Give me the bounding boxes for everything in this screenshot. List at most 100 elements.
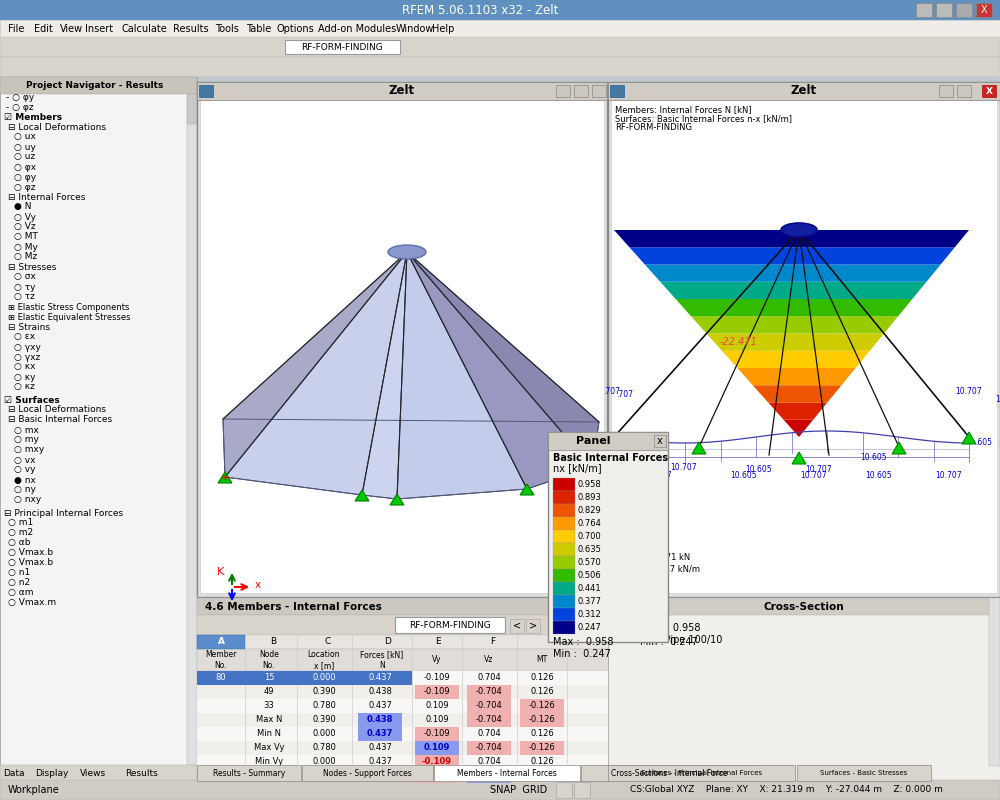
Text: 0.438: 0.438 [367, 715, 393, 725]
Text: 0.506: 0.506 [578, 571, 602, 580]
FancyBboxPatch shape [197, 755, 615, 769]
FancyBboxPatch shape [197, 769, 615, 783]
FancyBboxPatch shape [982, 85, 996, 97]
Polygon shape [706, 334, 884, 350]
FancyBboxPatch shape [553, 556, 575, 569]
Text: -0.126: -0.126 [529, 743, 555, 753]
FancyBboxPatch shape [608, 765, 795, 781]
Text: ○ My: ○ My [14, 242, 38, 251]
Text: 0.780: 0.780 [312, 702, 336, 710]
Text: ○ Vmax.m: ○ Vmax.m [8, 598, 56, 607]
Text: 0.126: 0.126 [530, 758, 554, 766]
Text: 0.126: 0.126 [530, 730, 554, 738]
Polygon shape [407, 252, 592, 489]
Text: Members - Internal Forces: Members - Internal Forces [457, 769, 557, 778]
Text: Max N: Max N [256, 715, 282, 725]
Text: 0.247: 0.247 [578, 623, 602, 632]
FancyBboxPatch shape [197, 598, 1000, 615]
Text: -0.109: -0.109 [424, 687, 450, 697]
FancyBboxPatch shape [608, 82, 1000, 100]
Text: ⊞ Elastic Stress Components: ⊞ Elastic Stress Components [8, 302, 129, 311]
FancyBboxPatch shape [510, 619, 524, 633]
Text: 80: 80 [216, 674, 226, 682]
Text: Min :  0.247: Min : 0.247 [640, 637, 698, 647]
Text: 0.437: 0.437 [368, 758, 392, 766]
Text: ● N: ● N [14, 202, 32, 211]
Polygon shape [784, 420, 813, 437]
Text: 0.764: 0.764 [578, 519, 602, 528]
Text: Vy: Vy [432, 655, 442, 665]
FancyBboxPatch shape [553, 621, 575, 634]
Text: 10.605: 10.605 [731, 470, 757, 479]
Text: 0.437: 0.437 [368, 743, 392, 753]
Text: Forces [kN]
N: Forces [kN] N [360, 650, 404, 670]
Text: -0.704: -0.704 [476, 702, 502, 710]
FancyBboxPatch shape [556, 85, 570, 97]
Text: 10.707: 10.707 [806, 465, 832, 474]
Text: Results: Results [173, 23, 209, 34]
Text: 10.707: 10.707 [671, 462, 697, 471]
Text: ○ m1: ○ m1 [8, 518, 33, 527]
FancyBboxPatch shape [197, 671, 615, 685]
FancyBboxPatch shape [581, 765, 758, 781]
Polygon shape [223, 252, 407, 477]
Text: -0.704: -0.704 [476, 715, 502, 725]
Polygon shape [407, 252, 599, 467]
Text: RF-FORM-FINDING: RF-FORM-FINDING [409, 621, 491, 630]
FancyBboxPatch shape [608, 598, 1000, 615]
Polygon shape [355, 490, 369, 501]
Text: - ○ φy: - ○ φy [6, 93, 34, 102]
Text: Add-on Modules: Add-on Modules [318, 23, 396, 34]
Text: 33: 33 [264, 702, 274, 710]
Polygon shape [362, 252, 407, 499]
Text: Display: Display [35, 769, 68, 778]
FancyBboxPatch shape [187, 94, 197, 765]
Text: 0.704: 0.704 [477, 730, 501, 738]
Text: -0.704: -0.704 [476, 743, 502, 753]
FancyBboxPatch shape [358, 727, 402, 741]
FancyBboxPatch shape [553, 608, 575, 621]
FancyBboxPatch shape [608, 82, 1000, 597]
Text: ○ φy: ○ φy [14, 173, 36, 182]
FancyBboxPatch shape [415, 741, 459, 755]
Text: ⊟ Local Deformations: ⊟ Local Deformations [8, 122, 106, 131]
Text: ● nx: ● nx [14, 475, 36, 485]
Text: View: View [60, 23, 83, 34]
Text: Insert: Insert [85, 23, 114, 34]
FancyBboxPatch shape [936, 3, 952, 17]
Text: RFEM 5.06.1103 x32 - Zelt: RFEM 5.06.1103 x32 - Zelt [402, 3, 558, 17]
Polygon shape [218, 472, 232, 483]
FancyBboxPatch shape [197, 713, 615, 727]
FancyBboxPatch shape [916, 3, 932, 17]
Text: ○ Mz: ○ Mz [14, 253, 37, 262]
Text: ○ σx: ○ σx [14, 273, 36, 282]
Text: File: File [8, 23, 24, 34]
FancyBboxPatch shape [467, 769, 511, 783]
Text: -0.126: -0.126 [529, 702, 555, 710]
FancyBboxPatch shape [553, 478, 575, 491]
FancyBboxPatch shape [187, 94, 197, 124]
Polygon shape [607, 432, 621, 444]
Text: 0.109: 0.109 [425, 702, 449, 710]
Text: ○ nxy: ○ nxy [14, 495, 41, 505]
Text: Cross-Sections - Internal Force: Cross-Sections - Internal Force [611, 769, 728, 778]
Text: 0.000: 0.000 [312, 730, 336, 738]
FancyBboxPatch shape [434, 765, 580, 781]
FancyBboxPatch shape [197, 82, 607, 100]
FancyBboxPatch shape [197, 82, 607, 597]
Text: ○ vx: ○ vx [14, 455, 36, 465]
FancyBboxPatch shape [302, 765, 433, 781]
FancyBboxPatch shape [0, 57, 1000, 77]
Text: 0.126: 0.126 [530, 687, 554, 697]
FancyBboxPatch shape [520, 741, 564, 755]
Text: Member
No.: Member No. [205, 650, 237, 670]
Text: ⊟ Internal Forces: ⊟ Internal Forces [8, 193, 85, 202]
FancyBboxPatch shape [592, 85, 606, 97]
Text: 0.437: 0.437 [367, 730, 393, 738]
Text: Table: Table [246, 23, 271, 34]
Text: 0.700: 0.700 [578, 532, 602, 541]
Text: RF-FORM-FINDING: RF-FORM-FINDING [301, 42, 383, 51]
FancyBboxPatch shape [976, 3, 992, 17]
FancyBboxPatch shape [0, 765, 197, 781]
Text: ⊟ Local Deformations: ⊟ Local Deformations [8, 406, 106, 414]
